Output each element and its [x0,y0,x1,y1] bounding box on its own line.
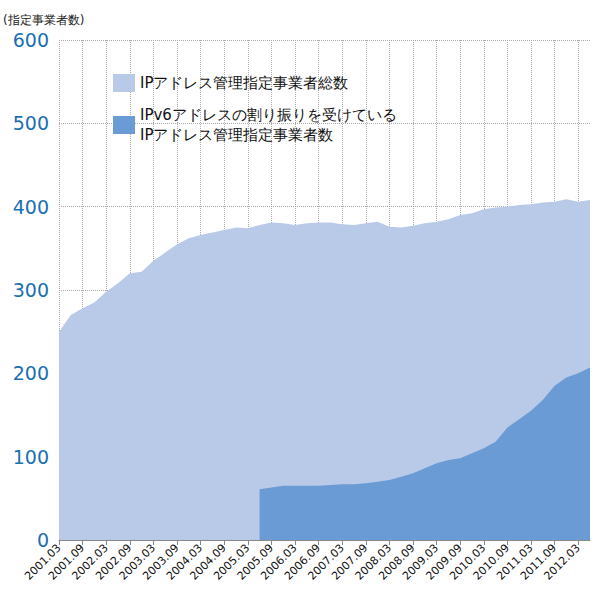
svg-text:IPv6アドレスの割り振りを受けている: IPv6アドレスの割り振りを受けている [140,106,397,124]
svg-text:2002.03: 2002.03 [69,541,111,583]
svg-text:2007.09: 2007.09 [329,541,371,583]
svg-text:2008.03: 2008.03 [352,541,394,583]
svg-text:2011.09: 2011.09 [517,541,560,583]
svg-text:2004.03: 2004.03 [163,541,206,583]
svg-text:100: 100 [13,446,49,468]
svg-text:2003.03: 2003.03 [116,541,158,583]
svg-text:2006.03: 2006.03 [258,541,300,583]
svg-text:200: 200 [13,362,49,384]
svg-text:2003.09: 2003.09 [140,541,182,583]
svg-text:2010.03: 2010.03 [447,541,489,583]
svg-text:0: 0 [36,529,49,551]
svg-text:2002.09: 2002.09 [93,541,135,583]
svg-text:2009.09: 2009.09 [423,541,465,583]
svg-text:2005.03: 2005.03 [211,541,253,583]
svg-text:IPアドレス管理指定事業者総数: IPアドレス管理指定事業者総数 [140,74,348,92]
svg-text:2011.03: 2011.03 [494,541,536,583]
svg-text:2007.03: 2007.03 [305,541,347,583]
svg-text:400: 400 [13,196,49,218]
svg-text:2001.03: 2001.03 [22,541,64,583]
svg-text:300: 300 [13,279,49,301]
svg-text:2008.09: 2008.09 [376,541,418,583]
svg-text:(指定事業者数): (指定事業者数) [3,13,84,27]
svg-text:2010.09: 2010.09 [470,541,512,583]
svg-text:2005.09: 2005.09 [234,541,276,583]
svg-text:2001.09: 2001.09 [45,541,88,583]
svg-text:IPアドレス管理指定事業者数: IPアドレス管理指定事業者数 [140,126,333,144]
svg-text:500: 500 [13,112,49,134]
svg-text:2006.09: 2006.09 [281,541,324,583]
svg-text:600: 600 [13,29,49,51]
svg-text:2012.03: 2012.03 [541,541,582,582]
svg-text:2009.03: 2009.03 [399,541,442,583]
svg-text:2004.09: 2004.09 [187,541,229,583]
